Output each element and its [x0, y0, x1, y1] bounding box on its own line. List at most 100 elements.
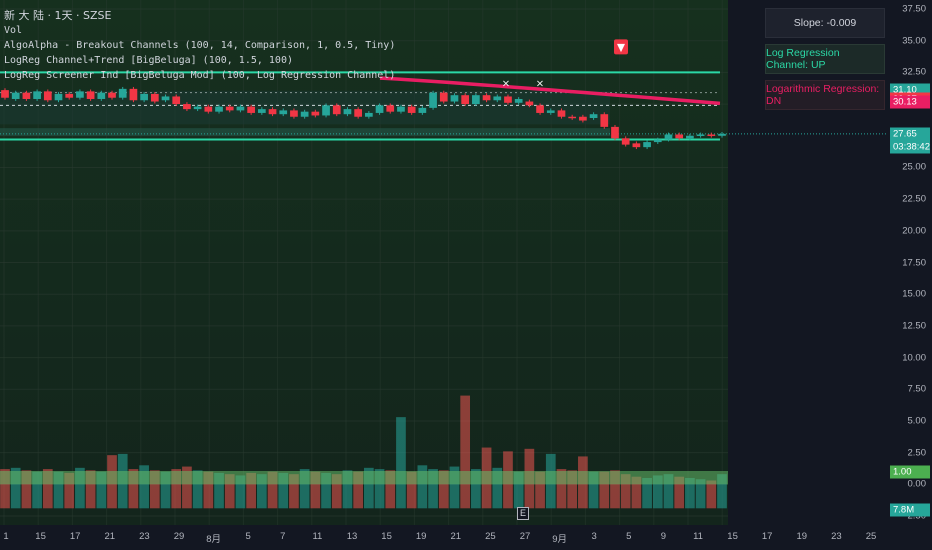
price-axis[interactable]: 37.5035.0032.5030.0027.5025.0022.5020.00… — [888, 0, 932, 525]
volume-bar — [299, 469, 310, 509]
candlestick-chart[interactable]: × × — [0, 0, 888, 525]
volume-bar — [0, 469, 10, 509]
volume-bar — [342, 470, 353, 509]
volume-bar — [706, 480, 717, 509]
price-tick: 10.00 — [902, 352, 926, 364]
earnings-marker[interactable]: E — [517, 507, 529, 520]
candle-body — [439, 92, 448, 102]
time-tick: 13 — [346, 531, 358, 542]
volume-bar — [321, 472, 331, 509]
candle-body — [204, 106, 213, 112]
volume-bar — [620, 474, 631, 509]
price-tick: 37.50 — [902, 3, 926, 15]
candle-body — [150, 93, 159, 102]
volume-bar — [331, 474, 342, 509]
volume-bar — [75, 467, 85, 509]
time-tick: 21 — [450, 531, 462, 542]
legend-indicator-1[interactable]: AlgoAlpha - Breakout Channels (100, 14, … — [4, 38, 395, 53]
candle-body — [1, 90, 9, 98]
volume-bar — [460, 395, 471, 509]
candle-body — [525, 101, 534, 106]
volume-bar — [21, 470, 32, 509]
candle-body — [290, 110, 298, 117]
candle-body — [86, 91, 95, 99]
volume-bar — [256, 474, 267, 509]
volume-bar — [310, 471, 321, 509]
candle-body — [653, 139, 662, 143]
volume-bar — [567, 470, 578, 509]
chart-legend: 新 大 陆 · 1天 · SZSE Vol AlgoAlpha - Breako… — [4, 8, 395, 83]
candle-body — [118, 88, 127, 98]
candle-body — [632, 143, 641, 148]
volume-bar — [610, 470, 620, 509]
time-tick: 23 — [139, 531, 150, 542]
symbol-label[interactable]: 新 大 陆 · 1天 · SZSE — [4, 9, 112, 22]
candle-body — [375, 105, 384, 113]
time-tick: 3 — [591, 531, 597, 542]
cross-marker: × — [502, 78, 510, 89]
volume-bar — [267, 471, 278, 509]
volume-bar — [663, 474, 674, 509]
indicator-3-label[interactable]: LogReg Screener Ind [BigBeluga Mod] (100… — [4, 70, 396, 81]
indicator-1-label[interactable]: AlgoAlpha - Breakout Channels (100, 14, … — [4, 40, 396, 51]
candle-body — [386, 105, 395, 112]
legend-indicator-3[interactable]: LogReg Screener Ind [BigBeluga Mod] (100… — [4, 68, 395, 83]
candle-body — [193, 106, 202, 110]
candle-body — [407, 106, 416, 113]
volume-bar — [417, 465, 428, 509]
candle-body — [643, 142, 651, 148]
price-badge: 7.8M — [890, 503, 930, 517]
time-tick: 25 — [865, 531, 877, 542]
legend-vol[interactable]: Vol — [4, 25, 23, 36]
candle-body — [707, 134, 716, 136]
candle-body — [718, 133, 726, 136]
volume-bar — [96, 471, 107, 509]
price-badge: 03:38:42 — [890, 140, 930, 154]
legend-vol-row[interactable]: Vol — [4, 23, 395, 38]
chart-pane[interactable]: × × 新 大 陆 · 1天 · SZSE Vol AlgoAlpha - Bre… — [0, 0, 888, 525]
price-tick: 25.00 — [902, 161, 926, 173]
time-axis[interactable]: 1 15 17 21 23 29 8月 5 7 11 13 15 19 21 25 27 9月 3 5 9 11 15 17… — [0, 525, 932, 550]
legend-indicator-2[interactable]: LogReg Channel+Trend [BigBeluga] (100, 1… — [4, 53, 395, 68]
price-tick: 32.50 — [902, 66, 926, 78]
candle-body — [257, 109, 266, 113]
candle-body — [397, 106, 405, 112]
candle-body — [322, 105, 330, 116]
volume-bar — [53, 471, 64, 509]
time-tick: 29 — [173, 531, 185, 542]
candle-body — [108, 92, 116, 98]
indicator-2-label[interactable]: LogReg Channel+Trend [BigBeluga] (100, 1… — [4, 55, 293, 66]
candle-body — [600, 114, 609, 127]
candle-body — [76, 91, 84, 98]
slope-box: Slope: -0.009 — [765, 8, 885, 38]
candle-body — [664, 134, 673, 140]
time-tick: 15 — [35, 531, 46, 542]
symbol-row[interactable]: 新 大 陆 · 1天 · SZSE — [4, 8, 395, 23]
candle-body — [97, 92, 106, 99]
volume-bar — [10, 467, 21, 509]
volume-bar — [214, 472, 224, 509]
candle-body — [568, 116, 577, 119]
candle-body — [22, 92, 31, 99]
candle-body — [611, 126, 619, 139]
time-tick: 9 — [660, 531, 667, 542]
volume-bar — [353, 471, 363, 509]
volume-bar — [556, 469, 567, 509]
volume-bar — [438, 470, 449, 509]
regression-status-box: Logarithmic Regression: DN — [765, 80, 885, 110]
volume-bar — [235, 475, 246, 509]
time-tick: 5 — [626, 531, 632, 542]
time-tick: 15 — [727, 531, 738, 542]
time-tick: 15 — [381, 531, 392, 542]
volume-bar — [182, 466, 192, 509]
candle-body — [300, 111, 309, 117]
time-tick: 1 — [3, 531, 9, 542]
volume-bar — [642, 477, 652, 509]
candle-body — [504, 96, 512, 103]
volume-bar — [685, 477, 695, 509]
time-tick: 5 — [245, 531, 251, 542]
channel-status-box: Log Regression Channel: UP — [765, 44, 885, 74]
price-tick: 17.50 — [902, 257, 926, 268]
candle-body — [536, 105, 544, 113]
candle-body — [364, 112, 373, 117]
